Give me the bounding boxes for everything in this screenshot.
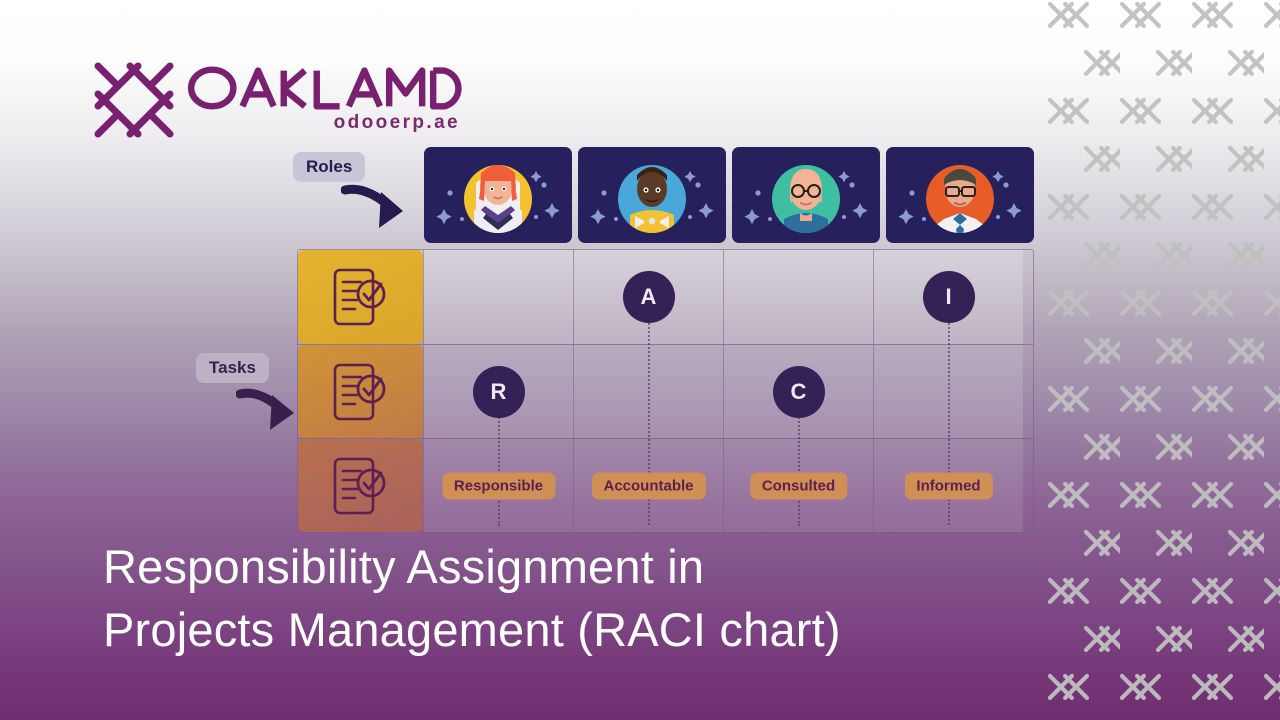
connector-line	[497, 389, 500, 526]
avatar-tie-orange-icon	[898, 165, 1022, 233]
background-pattern	[1048, 0, 1280, 720]
task-icon-cell-1[interactable]	[298, 250, 423, 344]
page-title-line-2: Projects Management (RACI chart)	[103, 602, 841, 656]
raci-grid: A I R	[297, 249, 1034, 533]
status-badge[interactable]: A	[622, 271, 675, 323]
connector-line	[647, 295, 650, 526]
role-header-cell-4[interactable]	[886, 147, 1034, 243]
page-title: Responsibility Assignment in Projects Ma…	[103, 536, 841, 661]
cell-r2c3[interactable]: C	[723, 345, 873, 526]
cell-r1c4[interactable]: I	[873, 250, 1023, 526]
cell-r2c1[interactable]: R	[423, 345, 573, 526]
task-icon-cell-3[interactable]	[298, 439, 423, 532]
cell-r1c2[interactable]: A	[573, 250, 723, 526]
role-header-cell-1[interactable]	[424, 147, 572, 243]
legend-pill: Informed	[904, 472, 993, 499]
legend-pill: Consulted	[749, 472, 848, 499]
brand-tagline: odooerp.ae	[333, 112, 460, 133]
status-badge[interactable]: I	[922, 271, 975, 323]
connector-line	[797, 389, 800, 526]
legend-pill: Responsible	[441, 472, 556, 499]
checklist-document-icon	[333, 268, 385, 326]
avatar-glasses-teal-icon	[744, 165, 868, 233]
checklist-document-icon	[333, 457, 385, 514]
brand-wordmark	[187, 66, 462, 110]
role-header-cell-2[interactable]	[578, 147, 726, 243]
legend-pill: Accountable	[591, 472, 706, 499]
cell-r3c1[interactable]: Responsible	[423, 439, 573, 532]
table-row: Responsible Accountable Consulted Inform…	[298, 438, 1033, 532]
status-badge[interactable]: C	[772, 365, 825, 418]
status-badge[interactable]: R	[472, 365, 525, 418]
avatar-red-hair-yellow-icon	[436, 165, 560, 233]
roles-label: Roles	[293, 152, 366, 182]
roles-header-row	[424, 147, 1034, 243]
cell-r1c1[interactable]	[423, 250, 573, 344]
curved-arrow-right-icon	[236, 388, 294, 430]
role-header-cell-3[interactable]	[732, 147, 880, 243]
oakland-x-mark-icon	[94, 62, 174, 138]
connector-line	[947, 295, 950, 526]
task-icon-cell-2[interactable]	[298, 345, 423, 438]
avatar-bowtie-blue-icon	[590, 165, 714, 233]
tasks-label: Tasks	[196, 353, 269, 383]
brand-logo: odooerp.ae	[92, 58, 464, 142]
curved-arrow-right-icon	[341, 184, 403, 228]
cell-r1c3[interactable]	[723, 250, 873, 344]
table-row: A I	[298, 250, 1033, 526]
page-title-line-1: Responsibility Assignment in	[103, 540, 705, 593]
raci-matrix: A I R	[297, 147, 1034, 533]
table-row: R C	[298, 344, 1033, 526]
checklist-document-icon	[333, 363, 385, 420]
